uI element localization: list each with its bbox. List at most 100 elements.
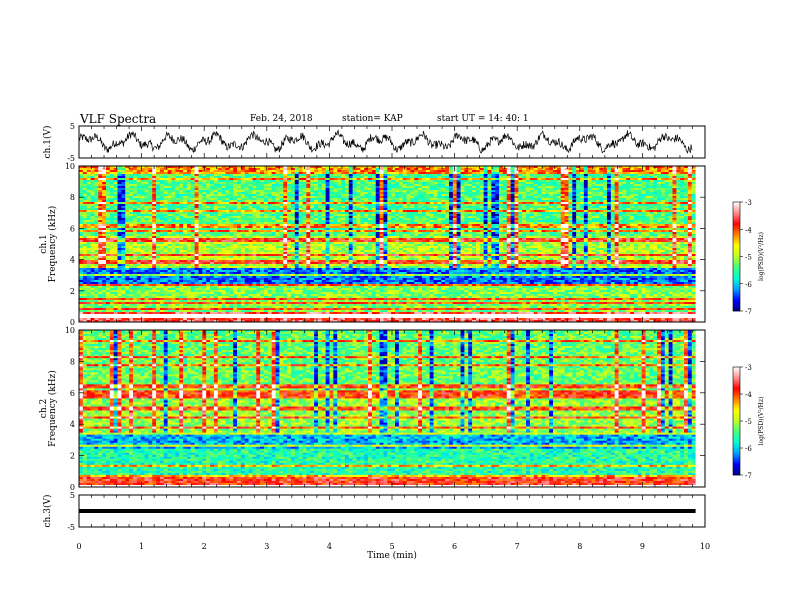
spectrogram-cell: [472, 222, 476, 224]
spectrogram-cell: [387, 170, 391, 172]
spectrogram-cell: [175, 182, 179, 184]
spectrogram-cell: [179, 206, 183, 208]
spectrogram-cell: [245, 182, 249, 184]
spectrogram-cell: [175, 200, 179, 202]
spectrogram-cell: [414, 178, 418, 180]
spectrogram-cell: [588, 220, 592, 222]
spectrogram-cell: [279, 172, 283, 174]
spectrogram-cell: [183, 220, 187, 222]
spectrogram-cell: [530, 172, 534, 174]
spectrogram-cell: [241, 182, 245, 184]
spectrogram-cell: [503, 182, 507, 184]
spectrogram-cell: [222, 174, 226, 176]
spectrogram-cell: [672, 198, 676, 200]
spectrogram-cell: [603, 222, 607, 224]
spectrogram-cell: [403, 186, 407, 188]
spectrogram-cell: [472, 212, 476, 214]
spectrogram-cell: [422, 212, 426, 214]
spectrogram-cell: [306, 188, 310, 190]
spectrogram-cell: [291, 208, 295, 210]
spectrogram-cell: [557, 194, 561, 196]
spectrogram-cell: [268, 174, 272, 176]
spectrogram-cell: [588, 194, 592, 196]
spectrogram-cell: [341, 194, 345, 196]
spectrogram-cell: [619, 176, 623, 178]
spectrogram-cell: [514, 170, 518, 172]
spectrogram-cell: [403, 198, 407, 200]
spectrogram-cell: [345, 184, 349, 186]
spectrogram-cell: [665, 168, 669, 170]
spectrogram-cell: [437, 174, 441, 176]
spectrogram-cell: [303, 196, 307, 198]
spectrogram-cell: [407, 180, 411, 182]
spectrogram-cell: [507, 224, 511, 226]
spectrogram-cell: [414, 200, 418, 202]
spectrogram-cell: [599, 192, 603, 194]
spectrogram-cell: [94, 214, 98, 216]
spectrogram-cell: [137, 194, 141, 196]
spectrogram-cell: [449, 182, 453, 184]
spectrogram-cell: [553, 182, 557, 184]
spectrogram-cell: [249, 212, 253, 214]
spectrogram-cell: [264, 172, 268, 174]
spectrogram-cell: [638, 222, 642, 224]
spectrogram-cell: [125, 218, 129, 220]
spectrogram-cell: [272, 216, 276, 218]
spectrogram-cell: [638, 190, 642, 192]
spectrogram-cell: [102, 208, 106, 210]
spectrogram-cell: [322, 186, 326, 188]
spectrogram-cell: [206, 222, 210, 224]
spectrogram-cell: [145, 182, 149, 184]
spectrogram-cell: [672, 188, 676, 190]
spectrogram-cell: [291, 222, 295, 224]
spectrogram-cell: [514, 168, 518, 170]
spectrogram-cell: [491, 192, 495, 194]
spectrogram-cell: [407, 168, 411, 170]
spectrogram-cell: [225, 184, 229, 186]
spectrogram-cell: [287, 196, 291, 198]
spectrogram-cell: [333, 198, 337, 200]
spectrogram-cell: [118, 216, 122, 218]
spectrogram-cell: [191, 226, 195, 228]
spectrogram-cell: [476, 192, 480, 194]
spectrogram-cell: [318, 210, 322, 212]
spectrogram-cell: [175, 174, 179, 176]
spectrogram-cell: [98, 168, 102, 170]
spectrogram-cell: [642, 198, 646, 200]
spectrogram-cell: [283, 202, 287, 204]
spectrogram-cell: [688, 190, 692, 192]
spectrogram-cell: [222, 226, 226, 228]
spectrogram-cell: [306, 214, 310, 216]
spectrogram-cell: [98, 214, 102, 216]
spectrogram-cell: [592, 186, 596, 188]
spectrogram-cell: [453, 212, 457, 214]
spectrogram-cell: [472, 188, 476, 190]
spectrogram-cell: [326, 202, 330, 204]
spectrogram-cell: [279, 194, 283, 196]
spectrogram-cell: [168, 174, 172, 176]
spectrogram-cell: [249, 168, 253, 170]
spectrogram-cell: [568, 192, 572, 194]
spectrogram-cell: [437, 216, 441, 218]
spectrogram-cell: [472, 180, 476, 182]
spectrogram-cell: [310, 216, 314, 218]
spectrogram-cell: [426, 198, 430, 200]
spectrogram-cell: [98, 172, 102, 174]
spectrogram-cell: [372, 216, 376, 218]
spectrogram-cell: [572, 174, 576, 176]
spectrogram-cell: [464, 224, 468, 226]
spectrogram-cell: [653, 222, 657, 224]
spectrogram-cell: [426, 178, 430, 180]
spectrogram-cell: [79, 220, 83, 222]
spectrogram-cell: [383, 204, 387, 206]
spectrogram-cell: [291, 196, 295, 198]
spectrogram-cell: [692, 196, 696, 198]
spectrogram-cell: [94, 186, 98, 188]
spectrogram-cell: [337, 204, 341, 206]
spectrogram-cell: [503, 210, 507, 212]
spectrogram-cell: [407, 198, 411, 200]
spectrogram-cell: [264, 224, 268, 226]
spectrogram-cell: [79, 176, 83, 178]
spectrogram-cell: [222, 208, 226, 210]
spectrogram-cell: [488, 174, 492, 176]
